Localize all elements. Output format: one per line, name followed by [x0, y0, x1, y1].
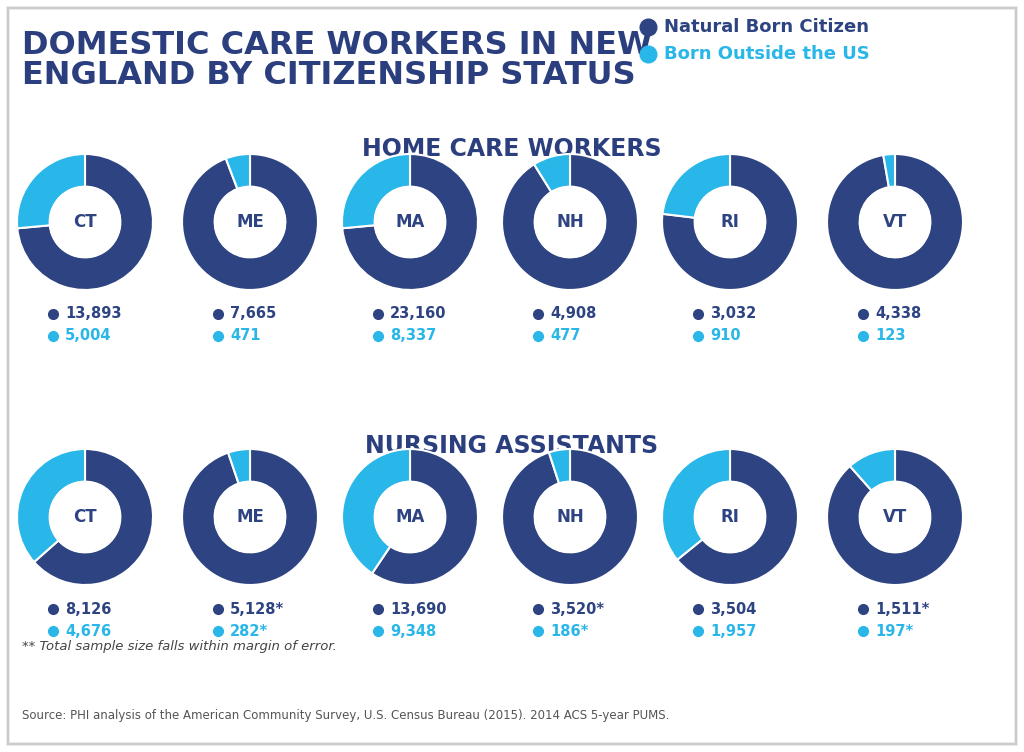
Wedge shape [228, 449, 250, 484]
Text: 123: 123 [874, 329, 905, 344]
FancyBboxPatch shape [8, 8, 1016, 744]
Text: ME: ME [237, 508, 264, 526]
Text: RI: RI [721, 508, 739, 526]
Wedge shape [663, 154, 730, 218]
Text: 13,893: 13,893 [65, 307, 122, 322]
Wedge shape [827, 154, 963, 290]
Text: Source: PHI analysis of the American Community Survey, U.S. Census Bureau (2015): Source: PHI analysis of the American Com… [22, 709, 670, 722]
Text: ME: ME [237, 213, 264, 231]
Circle shape [375, 481, 445, 553]
Text: 471: 471 [230, 329, 260, 344]
Text: Natural Born Citizen: Natural Born Citizen [664, 18, 869, 36]
Text: 8,337: 8,337 [390, 329, 436, 344]
Wedge shape [342, 449, 410, 574]
Wedge shape [662, 449, 730, 559]
Text: 9,348: 9,348 [390, 623, 436, 638]
Text: ** Total sample size falls within margin of error.: ** Total sample size falls within margin… [22, 640, 337, 653]
Wedge shape [850, 449, 895, 490]
Wedge shape [17, 154, 85, 229]
Wedge shape [662, 154, 798, 290]
Circle shape [49, 481, 121, 553]
Text: ENGLAND BY CITIZENSHIP STATUS: ENGLAND BY CITIZENSHIP STATUS [22, 60, 636, 91]
Text: 5,128*: 5,128* [230, 602, 285, 617]
Text: 23,160: 23,160 [390, 307, 446, 322]
Circle shape [215, 186, 286, 257]
Text: 910: 910 [710, 329, 740, 344]
Wedge shape [17, 154, 153, 290]
Wedge shape [502, 154, 638, 290]
Circle shape [375, 186, 445, 257]
Circle shape [535, 186, 605, 257]
Text: HOME CARE WORKERS: HOME CARE WORKERS [362, 137, 662, 161]
Text: RI: RI [721, 213, 739, 231]
Text: 13,690: 13,690 [390, 602, 446, 617]
Circle shape [215, 481, 286, 553]
Text: 4,908: 4,908 [550, 307, 596, 322]
Text: NH: NH [556, 213, 584, 231]
Circle shape [859, 481, 931, 553]
Wedge shape [535, 154, 570, 192]
Wedge shape [549, 449, 570, 484]
Wedge shape [17, 449, 85, 562]
Wedge shape [827, 449, 963, 585]
Text: 5,004: 5,004 [65, 329, 112, 344]
Text: Born Outside the US: Born Outside the US [664, 45, 869, 63]
Text: 8,126: 8,126 [65, 602, 112, 617]
Text: CT: CT [73, 508, 97, 526]
Text: MA: MA [395, 508, 425, 526]
Circle shape [535, 481, 605, 553]
Text: 3,520*: 3,520* [550, 602, 604, 617]
Text: 7,665: 7,665 [230, 307, 276, 322]
Wedge shape [226, 154, 250, 189]
Text: NH: NH [556, 508, 584, 526]
Circle shape [859, 186, 931, 257]
Text: DOMESTIC CARE WORKERS IN NEW: DOMESTIC CARE WORKERS IN NEW [22, 30, 652, 61]
Text: 1,957: 1,957 [710, 623, 757, 638]
Wedge shape [342, 154, 478, 290]
Text: 1,511*: 1,511* [874, 602, 930, 617]
Wedge shape [342, 154, 410, 229]
Circle shape [694, 186, 765, 257]
Text: 282*: 282* [230, 623, 268, 638]
Wedge shape [182, 449, 318, 585]
Text: 197*: 197* [874, 623, 913, 638]
Text: VT: VT [883, 213, 907, 231]
Wedge shape [372, 449, 478, 585]
Circle shape [49, 186, 121, 257]
Text: VT: VT [883, 508, 907, 526]
Text: 477: 477 [550, 329, 581, 344]
Wedge shape [502, 449, 638, 585]
Wedge shape [182, 154, 318, 290]
Wedge shape [34, 449, 153, 585]
Text: 3,032: 3,032 [710, 307, 757, 322]
Text: MA: MA [395, 213, 425, 231]
Wedge shape [677, 449, 798, 585]
Text: NURSING ASSISTANTS: NURSING ASSISTANTS [366, 434, 658, 458]
Text: 186*: 186* [550, 623, 589, 638]
Circle shape [694, 481, 765, 553]
Text: 3,504: 3,504 [710, 602, 757, 617]
Wedge shape [884, 154, 895, 187]
Text: CT: CT [73, 213, 97, 231]
Text: 4,338: 4,338 [874, 307, 922, 322]
Text: 4,676: 4,676 [65, 623, 112, 638]
